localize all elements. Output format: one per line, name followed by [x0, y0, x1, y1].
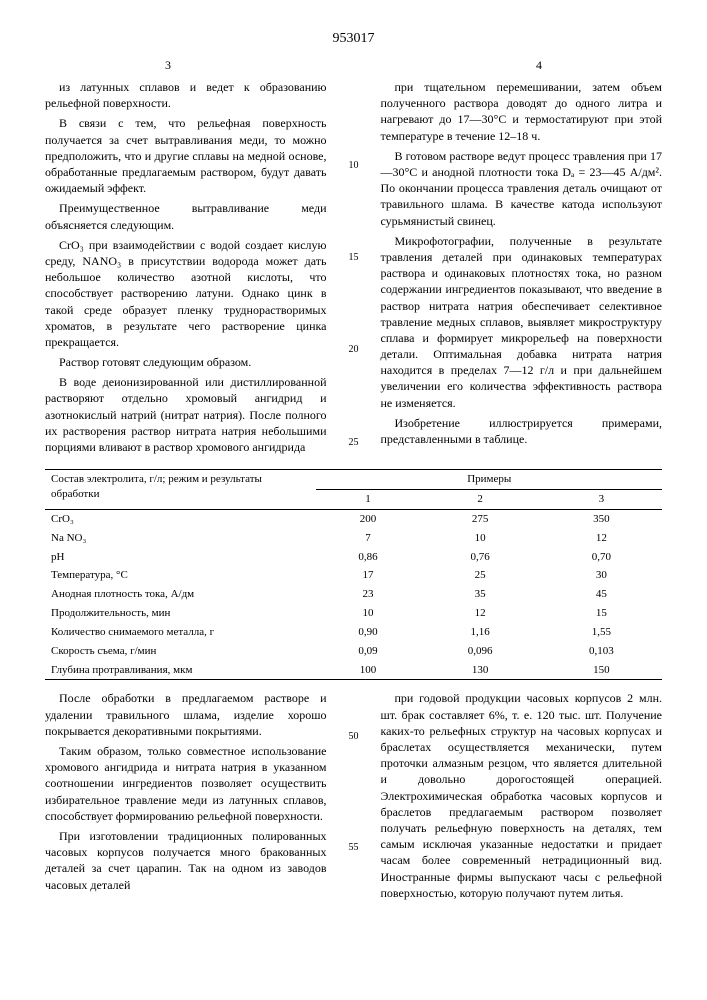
row-label: Скорость съема, г/мин: [45, 642, 316, 661]
right-column: при тщательном перемешивании, затем объе…: [381, 79, 663, 459]
cell: 350: [541, 509, 662, 528]
page-left: 3: [165, 57, 171, 73]
cell: 15: [541, 604, 662, 623]
cell: 0,70: [541, 548, 662, 567]
line-markers: 50 55: [345, 690, 363, 904]
para: CrO₃ при взаимодействии с водой создает …: [45, 237, 327, 350]
top-columns: из латунных сплавов и ведет к образовани…: [45, 79, 662, 459]
bottom-left-column: После обработки в предлагаемом растворе …: [45, 690, 327, 904]
th-col: 1: [316, 490, 419, 510]
cell: 23: [316, 585, 419, 604]
line-mark: 10: [345, 159, 363, 173]
row-label: Анодная плотность тока, А/дм: [45, 585, 316, 604]
table-row: CrO₃200275350: [45, 509, 662, 528]
cell: 30: [541, 566, 662, 585]
table-row: Продолжительность, мин101215: [45, 604, 662, 623]
line-mark: 20: [345, 343, 363, 357]
cell: 100: [316, 661, 419, 680]
row-label: Продолжительность, мин: [45, 604, 316, 623]
table-row: Количество снимаемого металла, г0,901,16…: [45, 623, 662, 642]
cell: 35: [420, 585, 541, 604]
row-label: Глубина протравливания, мкм: [45, 661, 316, 680]
cell: 1,16: [420, 623, 541, 642]
page-numbers: 3 4: [45, 57, 662, 73]
cell: 25: [420, 566, 541, 585]
cell: 12: [420, 604, 541, 623]
bottom-right-column: при годовой продукции часовых корпусов 2…: [381, 690, 663, 904]
cell: 7: [316, 529, 419, 548]
para: Преимущественное вытравливание меди объя…: [45, 200, 327, 232]
th-col: 2: [420, 490, 541, 510]
para: В воде деионизированной или дистиллирова…: [45, 374, 327, 455]
left-column: из латунных сплавов и ведет к образовани…: [45, 79, 327, 459]
cell: 0,86: [316, 548, 419, 567]
para: при годовой продукции часовых корпусов 2…: [381, 690, 663, 900]
line-mark: 55: [345, 841, 363, 855]
patent-number: 953017: [45, 30, 662, 49]
line-markers: 10 15 20 25: [345, 79, 363, 459]
para: В готовом растворе ведут процесс травлен…: [381, 148, 663, 229]
th-param: Состав электролита, г/л; режим и результ…: [45, 470, 316, 510]
para: из латунных сплавов и ведет к образовани…: [45, 79, 327, 111]
para: при тщательном перемешивании, затем объе…: [381, 79, 663, 144]
table-row: pH0,860,760,70: [45, 548, 662, 567]
row-label: CrO₃: [45, 509, 316, 528]
th-examples: Примеры: [316, 470, 662, 490]
cell: 275: [420, 509, 541, 528]
th-col: 3: [541, 490, 662, 510]
para: Раствор готовят следующим образом.: [45, 354, 327, 370]
line-mark: 25: [345, 436, 363, 450]
line-mark: 50: [345, 730, 363, 744]
table-row: Скорость съема, г/мин0,090,0960,103: [45, 642, 662, 661]
para: В связи с тем, что рельефная поверхность…: [45, 115, 327, 196]
line-mark: 15: [345, 251, 363, 265]
cell: 150: [541, 661, 662, 680]
data-table: Состав электролита, г/л; режим и результ…: [45, 469, 662, 680]
table-row: Na NO₃71012: [45, 529, 662, 548]
para: Микрофотографии, полученные в результате…: [381, 233, 663, 411]
page-right: 4: [536, 57, 542, 73]
cell: 10: [316, 604, 419, 623]
cell: 0,096: [420, 642, 541, 661]
row-label: Количество снимаемого металла, г: [45, 623, 316, 642]
para: Таким образом, только совместное использ…: [45, 743, 327, 824]
table-row: Глубина протравливания, мкм100130150: [45, 661, 662, 680]
para: Изобретение иллюстрируется примерами, пр…: [381, 415, 663, 447]
cell: 0,90: [316, 623, 419, 642]
cell: 10: [420, 529, 541, 548]
cell: 12: [541, 529, 662, 548]
cell: 0,09: [316, 642, 419, 661]
row-label: Na NO₃: [45, 529, 316, 548]
row-label: pH: [45, 548, 316, 567]
para: При изготовлении традиционных полированн…: [45, 828, 327, 893]
bottom-columns: После обработки в предлагаемом растворе …: [45, 690, 662, 904]
cell: 17: [316, 566, 419, 585]
table-row: Анодная плотность тока, А/дм233545: [45, 585, 662, 604]
cell: 130: [420, 661, 541, 680]
table-row: Температура, °С172530: [45, 566, 662, 585]
cell: 45: [541, 585, 662, 604]
cell: 0,76: [420, 548, 541, 567]
cell: 1,55: [541, 623, 662, 642]
row-label: Температура, °С: [45, 566, 316, 585]
para: После обработки в предлагаемом растворе …: [45, 690, 327, 739]
cell: 200: [316, 509, 419, 528]
cell: 0,103: [541, 642, 662, 661]
